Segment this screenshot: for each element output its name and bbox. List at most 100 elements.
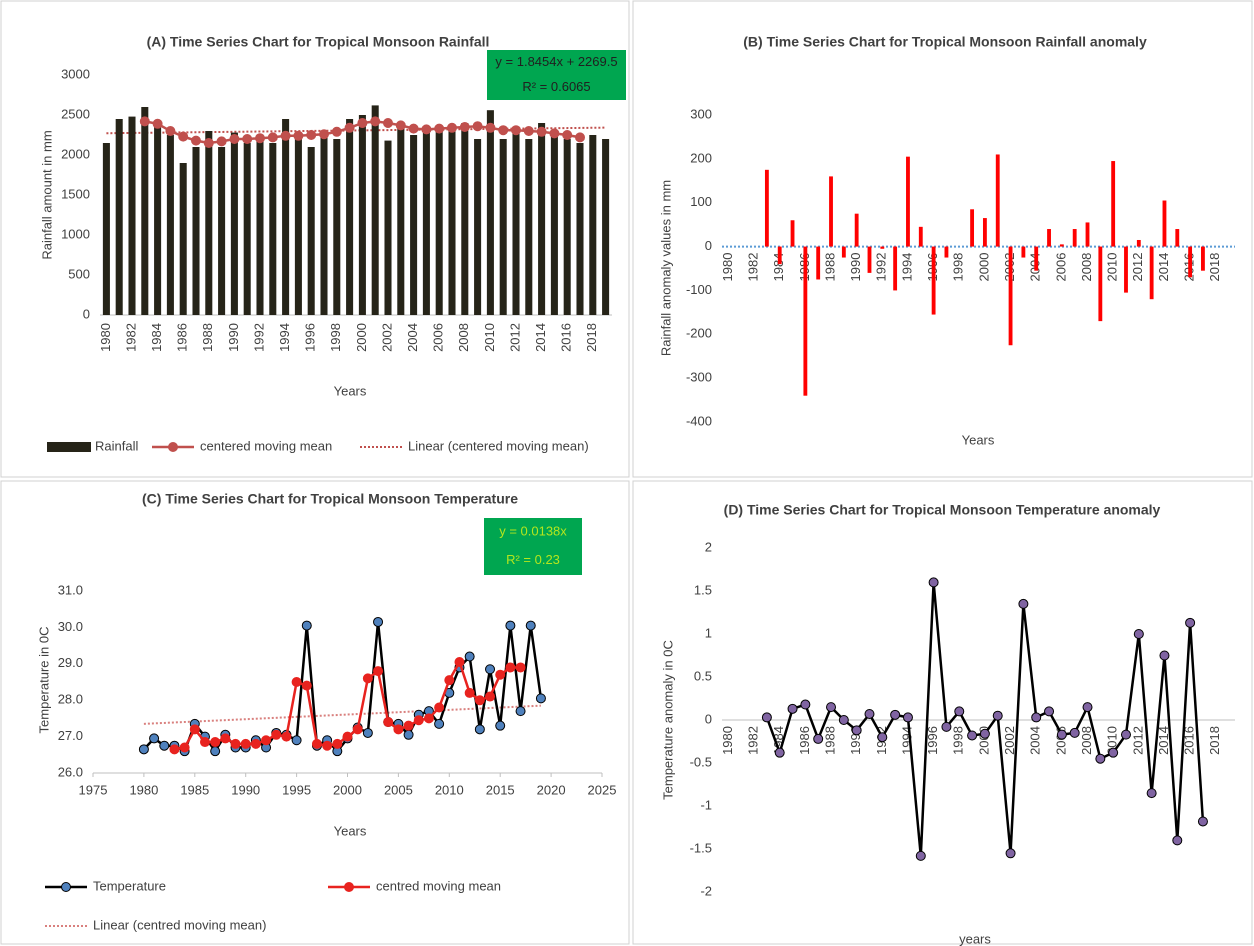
- marker: [787, 703, 798, 714]
- bar: [829, 176, 833, 247]
- x-tick-label: 2002: [1002, 726, 1017, 755]
- x-tick-label: 2008: [1079, 253, 1094, 282]
- annotation: y = 1.8454x + 2269.5: [495, 54, 617, 69]
- x-tick-label: 1994: [277, 323, 292, 352]
- marker: [464, 687, 475, 698]
- y-tick-label: -200: [686, 326, 712, 341]
- bar: [944, 246, 949, 258]
- x-tick-label: 1980: [720, 726, 735, 755]
- marker: [954, 706, 965, 717]
- marker: [362, 673, 373, 684]
- marker: [575, 132, 585, 143]
- marker: [444, 675, 455, 686]
- marker: [220, 733, 231, 744]
- marker: [498, 125, 509, 136]
- marker: [331, 126, 342, 137]
- marker: [240, 738, 251, 749]
- bar: [282, 119, 290, 315]
- bar: [1124, 246, 1128, 293]
- marker: [393, 724, 404, 735]
- x-tick-label: 1996: [925, 726, 940, 755]
- marker: [434, 718, 445, 729]
- legend-label: Linear (centred moving mean): [93, 917, 266, 932]
- x-tick-label: 1998: [328, 323, 343, 352]
- marker: [291, 735, 302, 746]
- x-tick-label: 2010: [435, 782, 464, 797]
- x-tick-label: 2006: [431, 323, 446, 352]
- y-tick-label: 2000: [61, 146, 90, 161]
- bar: [448, 127, 456, 315]
- marker: [250, 738, 261, 749]
- marker: [485, 664, 496, 675]
- bar: [243, 143, 251, 315]
- x-tick-label: 1995: [282, 782, 311, 797]
- x-tick-label: 2015: [486, 782, 515, 797]
- marker: [902, 712, 913, 723]
- legend-marker: [61, 882, 71, 892]
- x-tick-label: 2018: [1207, 726, 1222, 755]
- marker: [967, 730, 978, 741]
- marker: [362, 727, 373, 738]
- marker: [191, 135, 201, 146]
- marker: [459, 122, 470, 132]
- bar: [854, 213, 859, 247]
- annotation: y = 0.0138x: [499, 524, 567, 539]
- marker: [306, 130, 317, 140]
- bar: [1188, 246, 1193, 278]
- marker: [1005, 848, 1016, 859]
- y-tick-label: -100: [686, 282, 712, 297]
- marker: [408, 123, 419, 134]
- panel-border: [632, 480, 1253, 945]
- bar: [128, 116, 136, 315]
- y-tick-label: 1: [705, 625, 712, 640]
- marker: [447, 122, 457, 133]
- marker: [472, 121, 483, 132]
- x-tick-label: 1982: [123, 323, 138, 352]
- bar: [777, 246, 782, 265]
- marker: [515, 706, 526, 717]
- x-tick-label: 1994: [899, 253, 914, 282]
- legend-label: Linear (centered moving mean): [408, 438, 589, 453]
- marker: [941, 721, 952, 732]
- marker: [301, 620, 312, 631]
- bar: [512, 131, 520, 315]
- y-tick-label: 3000: [61, 66, 90, 81]
- x-tick-label: 2005: [384, 782, 413, 797]
- marker: [800, 699, 811, 710]
- marker: [373, 616, 384, 627]
- bar: [154, 123, 162, 315]
- marker: [159, 740, 170, 751]
- marker: [495, 720, 506, 731]
- marker: [1018, 598, 1029, 609]
- y-tick-label: 31.0: [58, 582, 83, 597]
- y-tick-label: 1500: [61, 186, 90, 201]
- marker: [1095, 753, 1106, 764]
- x-tick-label: 2020: [537, 782, 566, 797]
- trend-line: [106, 126, 606, 135]
- x-tick-label: 2014: [1156, 253, 1171, 282]
- bar: [816, 246, 821, 280]
- bar: [764, 169, 769, 247]
- bar: [982, 218, 987, 247]
- bar: [790, 220, 795, 247]
- marker: [293, 130, 304, 141]
- bar: [141, 107, 149, 315]
- bar: [422, 132, 430, 315]
- marker: [301, 680, 312, 691]
- y-tick-label: -2: [700, 883, 712, 898]
- x-tick-label: 1986: [175, 323, 190, 352]
- x-tick-label: 1975: [79, 782, 108, 797]
- marker: [210, 737, 221, 748]
- marker: [413, 715, 424, 726]
- bar: [1136, 239, 1141, 247]
- marker: [495, 669, 506, 680]
- x-tick-label: 2018: [1207, 253, 1222, 282]
- marker: [383, 118, 393, 128]
- x-tick-label: 2025: [588, 782, 617, 797]
- y-axis-title: Rainfall amount in mm: [39, 130, 54, 259]
- marker: [536, 126, 547, 137]
- chart-title: (D) Time Series Chart for Tropical Monso…: [724, 502, 1161, 518]
- chart-title: (A) Time Series Chart for Tropical Monso…: [147, 34, 490, 50]
- bar: [550, 131, 558, 315]
- marker: [403, 720, 414, 731]
